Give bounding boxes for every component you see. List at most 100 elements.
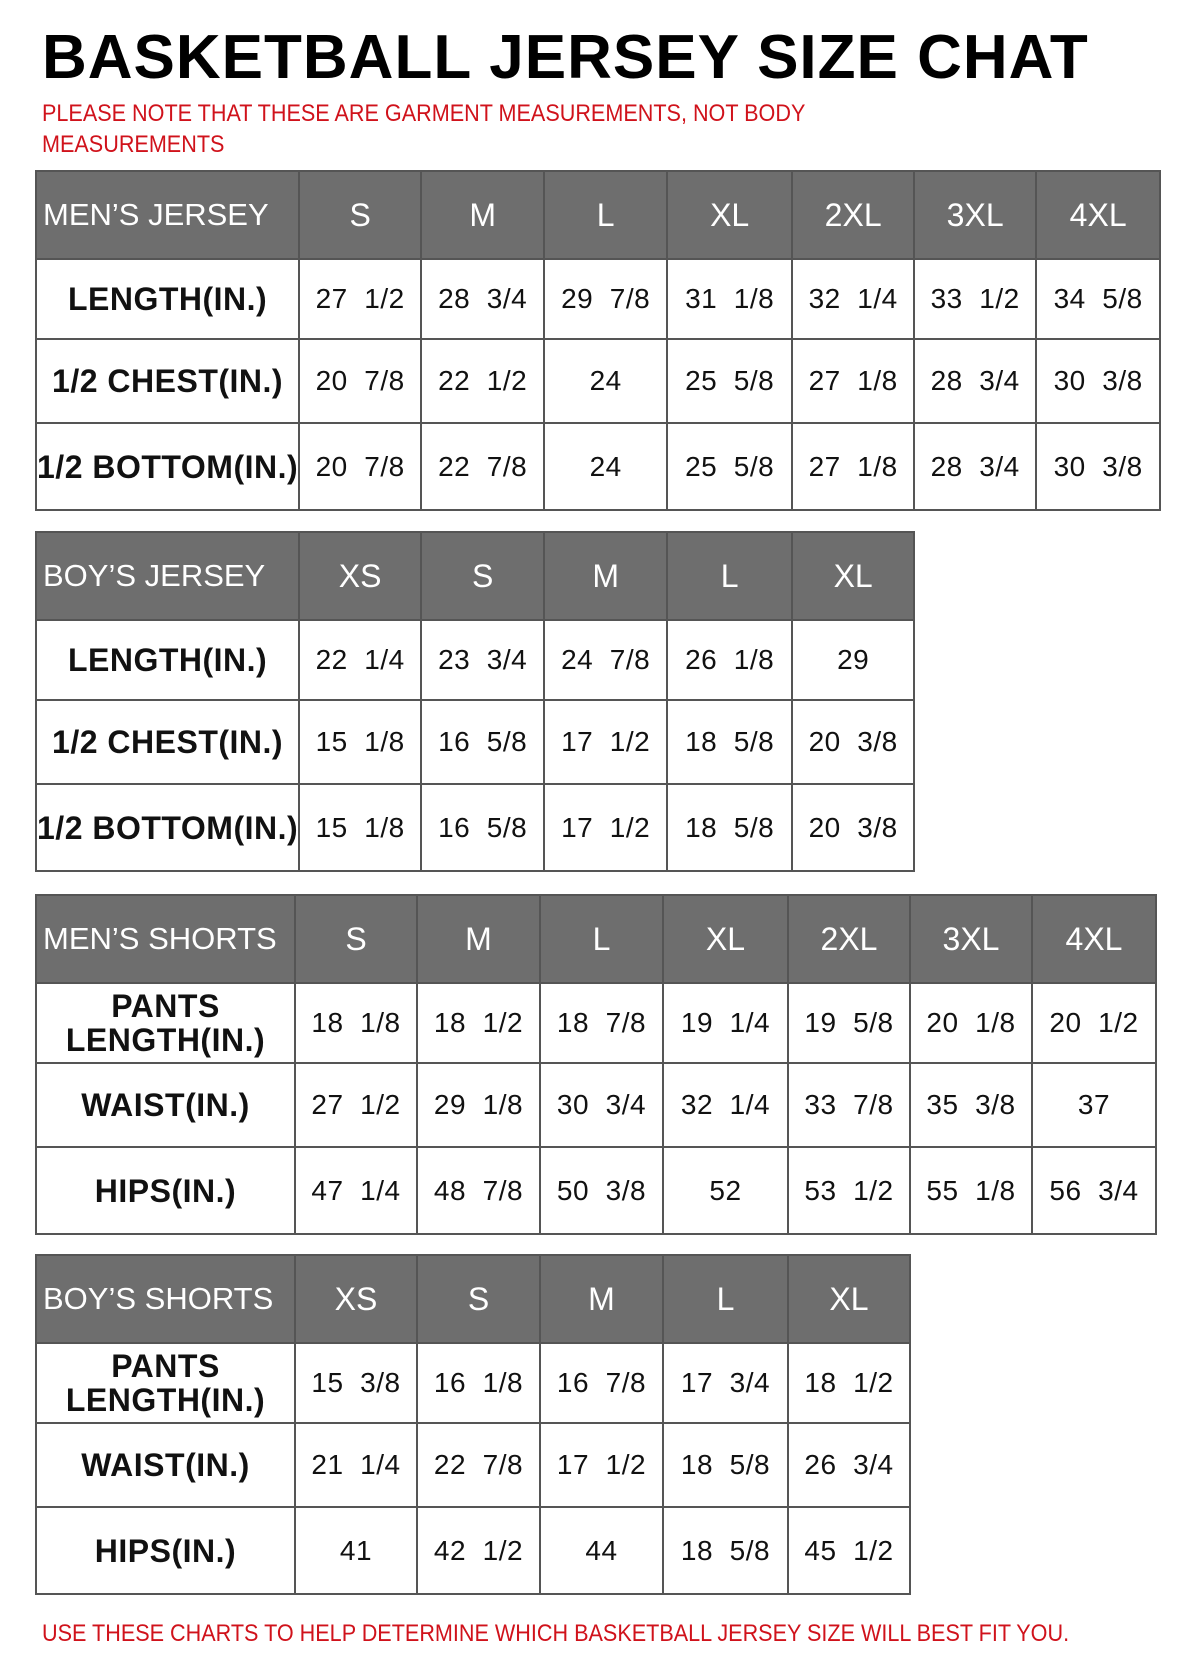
measurement-value: 19 1/4 <box>662 982 789 1064</box>
measurement-value: 27 1/8 <box>791 338 916 424</box>
measurement-value: 18 5/8 <box>662 1506 789 1595</box>
footer-note: USE THESE CHARTS TO HELP DETERMINE WHICH… <box>42 1620 1070 1647</box>
measurement-value: 22 7/8 <box>416 1422 541 1508</box>
measurement-value: 17 1/2 <box>543 783 669 872</box>
measurement-value: 30 3/4 <box>539 1062 664 1148</box>
measurement-value: 16 5/8 <box>420 783 546 872</box>
measurement-value: 18 1/2 <box>787 1342 911 1424</box>
measurement-value: 56 3/4 <box>1031 1146 1157 1235</box>
measurement-value: 34 5/8 <box>1035 258 1162 340</box>
table-row: LENGTH(IN.) 27 1/2 28 3/4 29 7/8 31 1/8 32 1/… <box>34 258 1162 340</box>
measurement-label: LENGTH(IN.) <box>34 258 301 340</box>
measurement-value: 30 3/8 <box>1035 422 1162 511</box>
measurement-value: 17 1/2 <box>543 699 669 785</box>
size-header: M <box>539 1254 664 1344</box>
size-header: XL <box>666 170 794 260</box>
measurement-value: 31 1/8 <box>666 258 794 340</box>
size-header: 2XL <box>787 894 911 984</box>
measurement-value: 29 <box>791 619 916 701</box>
measurement-value: 20 1/2 <box>1031 982 1157 1064</box>
table-row: WAIST(IN.) 27 1/2 29 1/8 30 3/4 32 1/4 33 7/8… <box>35 1062 1157 1148</box>
size-header: L <box>662 1254 789 1344</box>
measurement-value: 18 7/8 <box>539 982 664 1064</box>
measurement-label: 1/2 BOTTOM(IN.) <box>34 783 301 872</box>
measurement-value: 26 1/8 <box>666 619 794 701</box>
measurement-value: 41 <box>294 1506 418 1595</box>
measurement-value: 18 1/8 <box>294 982 418 1064</box>
measurement-value: 18 5/8 <box>666 783 794 872</box>
measurement-value: 35 3/8 <box>909 1062 1033 1148</box>
measurement-value: 15 1/8 <box>298 783 423 872</box>
page-title: BASKETBALL JERSEY SIZE CHAT <box>42 23 1089 92</box>
table-row: PANTS LENGTH(IN.) 15 3/8 16 1/8 16 7/8 17 3/4… <box>35 1342 911 1424</box>
table-title: MEN’S SHORTS <box>35 894 296 984</box>
measurement-value: 27 1/8 <box>791 422 916 511</box>
measurement-label: 1/2 BOTTOM(IN.) <box>34 422 301 511</box>
table-title: BOY’S JERSEY <box>34 531 301 621</box>
table-header-row: MEN’S SHORTS S M L XL 2XL 3XL 4XL <box>35 894 1157 984</box>
measurement-value: 16 7/8 <box>539 1342 664 1424</box>
size-header: S <box>416 1254 541 1344</box>
measurement-value: 21 1/4 <box>294 1422 418 1508</box>
size-header: M <box>420 170 546 260</box>
size-header: S <box>298 170 423 260</box>
size-header: S <box>420 531 546 621</box>
table-row: 1/2 CHEST(IN.) 15 1/8 16 5/8 17 1/2 18 5/8 20… <box>34 699 916 785</box>
measurement-value: 53 1/2 <box>787 1146 911 1235</box>
measurement-value: 22 1/2 <box>420 338 546 424</box>
measurement-value: 55 1/8 <box>909 1146 1033 1235</box>
table-row: HIPS(IN.) 47 1/4 48 7/8 50 3/8 52 53 1/2 55 1/… <box>35 1146 1157 1235</box>
size-header: M <box>543 531 669 621</box>
table-row: WAIST(IN.) 21 1/4 22 7/8 17 1/2 18 5/8 26 3/4 <box>35 1422 911 1508</box>
measurement-label: PANTS LENGTH(IN.) <box>35 982 296 1064</box>
measurement-value: 45 1/2 <box>787 1506 911 1595</box>
measurement-label: HIPS(IN.) <box>35 1506 296 1595</box>
table-row: HIPS(IN.) 41 42 1/2 44 18 5/8 45 1/2 <box>35 1506 911 1595</box>
measurement-label: 1/2 CHEST(IN.) <box>34 699 301 785</box>
measurement-value: 15 3/8 <box>294 1342 418 1424</box>
measurement-value: 20 7/8 <box>298 422 423 511</box>
measurement-value: 29 1/8 <box>416 1062 541 1148</box>
size-header: S <box>294 894 418 984</box>
measurement-value: 32 1/4 <box>662 1062 789 1148</box>
table-row: 1/2 BOTTOM(IN.) 15 1/8 16 5/8 17 1/2 18 5/8 2… <box>34 783 916 872</box>
measurement-value: 23 3/4 <box>420 619 546 701</box>
measurement-value: 30 3/8 <box>1035 338 1162 424</box>
table-row: 1/2 BOTTOM(IN.) 20 7/8 22 7/8 24 25 5/8 27 1/… <box>34 422 1162 511</box>
note-line-2: MEASUREMENTS <box>42 131 225 158</box>
measurement-value: 19 5/8 <box>787 982 911 1064</box>
measurement-value: 20 1/8 <box>909 982 1033 1064</box>
measurement-value: 52 <box>662 1146 789 1235</box>
table-title: MEN’S JERSEY <box>34 170 301 260</box>
size-header: XL <box>787 1254 911 1344</box>
measurement-value: 26 3/4 <box>787 1422 911 1508</box>
table-row: 1/2 CHEST(IN.) 20 7/8 22 1/2 24 25 5/8 27 1/8… <box>34 338 1162 424</box>
measurement-value: 25 5/8 <box>666 422 794 511</box>
measurement-label: PANTS LENGTH(IN.) <box>35 1342 296 1424</box>
measurement-label: LENGTH(IN.) <box>34 619 301 701</box>
measurement-value: 48 7/8 <box>416 1146 541 1235</box>
measurement-value: 28 3/4 <box>913 338 1038 424</box>
measurement-value: 24 <box>543 338 669 424</box>
size-header: L <box>539 894 664 984</box>
size-header: XS <box>294 1254 418 1344</box>
size-header: 4XL <box>1031 894 1157 984</box>
measurement-label: 1/2 CHEST(IN.) <box>34 338 301 424</box>
measurement-value: 16 5/8 <box>420 699 546 785</box>
measurement-value: 24 7/8 <box>543 619 669 701</box>
measurement-value: 47 1/4 <box>294 1146 418 1235</box>
measurement-value: 44 <box>539 1506 664 1595</box>
measurement-value: 32 1/4 <box>791 258 916 340</box>
table-header-row: MEN’S JERSEY S M L XL 2XL 3XL 4XL <box>34 170 1162 260</box>
measurement-value: 27 1/2 <box>294 1062 418 1148</box>
measurement-value: 18 5/8 <box>662 1422 789 1508</box>
measurement-value: 16 1/8 <box>416 1342 541 1424</box>
measurement-label: WAIST(IN.) <box>35 1062 296 1148</box>
measurement-value: 20 7/8 <box>298 338 423 424</box>
table-row: PANTS LENGTH(IN.) 18 1/8 18 1/2 18 7/8 19 1/4… <box>35 982 1157 1064</box>
size-table-men-s-jersey: MEN’S JERSEY S M L XL 2XL 3XL 4XL LENGTH(IN.) 27 … <box>34 170 1162 511</box>
size-table-boy-s-jersey: BOY’S JERSEY XS S M L XL LENGTH(IN.) 22 1/4 23 3… <box>34 531 916 872</box>
size-header: 2XL <box>791 170 916 260</box>
measurement-label: HIPS(IN.) <box>35 1146 296 1235</box>
measurement-value: 17 1/2 <box>539 1422 664 1508</box>
